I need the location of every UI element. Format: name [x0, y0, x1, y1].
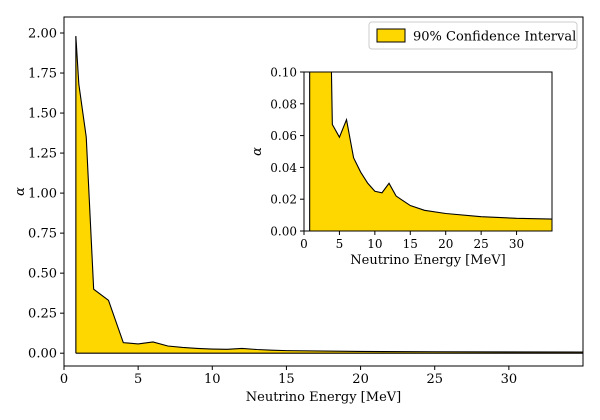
inset-upper-bound-line [330, 72, 552, 220]
main-y-tick-label: 1.00 [28, 187, 57, 202]
main-y-tick-label: 1.25 [28, 147, 57, 162]
main-y-tick-label: 2.00 [28, 27, 57, 42]
inset-y-tick-label: 0.08 [270, 97, 297, 111]
main-y-tick-label: 0.50 [28, 267, 57, 282]
inset-y-tick-label: 0.04 [270, 161, 297, 175]
main-x-tick-label: 5 [134, 372, 142, 387]
legend-label: 90% Confidence Interval [413, 30, 576, 45]
main-axes-frame [63, 16, 584, 367]
legend: 90% Confidence Interval [368, 21, 578, 50]
inset-x-tick-label: 5 [336, 237, 344, 251]
inset-x-tick-label: 15 [403, 237, 418, 251]
main-y-tick-label: 0.00 [28, 347, 57, 362]
main-x-tick-label: 20 [352, 372, 369, 387]
inset-x-tick-label: 10 [367, 237, 382, 251]
main-y-tick-label: 1.75 [28, 67, 57, 82]
main-x-tick-label: 10 [204, 372, 221, 387]
inset-plot: 0 5 10 15 20 25 30 0.00 0.02 0.04 0.06 0.08 0.10 Neut… [250, 66, 553, 268]
main-upper-bound-line [75, 36, 583, 353]
main-x-tick-label: 25 [426, 372, 443, 387]
main-y-axis-title: α [13, 187, 28, 196]
inset-x-tick-label: 20 [438, 237, 453, 251]
inset-y-tick-label: 0.02 [270, 193, 297, 207]
legend-swatch [376, 28, 406, 43]
inset-x-tick-label: 30 [509, 237, 524, 251]
inset-y-tick-label: 0.10 [270, 66, 297, 80]
inset-axes-frame [303, 71, 553, 232]
main-x-tick-label: 15 [278, 372, 295, 387]
main-y-tick-label: 1.50 [28, 107, 57, 122]
inset-x-axis-title: Neutrino Energy [MeV] [350, 253, 505, 268]
inset-y-axis-title: α [250, 147, 265, 156]
inset-y-tick-label: 0.06 [270, 129, 297, 143]
main-x-tick-label: 0 [60, 372, 68, 387]
inset-confidence-band-fill [309, 72, 552, 231]
inset-x-tick-label: 25 [474, 237, 489, 251]
legend-box [368, 21, 578, 50]
main-y-tick-label: 0.75 [28, 227, 57, 242]
inset-y-tick-label: 0.00 [270, 225, 297, 239]
main-x-tick-label: 30 [501, 372, 518, 387]
main-x-axis-title: Neutrino Energy [MeV] [246, 390, 401, 405]
inset-x-tick-label: 0 [300, 237, 308, 251]
main-y-tick-label: 0.25 [28, 307, 57, 322]
